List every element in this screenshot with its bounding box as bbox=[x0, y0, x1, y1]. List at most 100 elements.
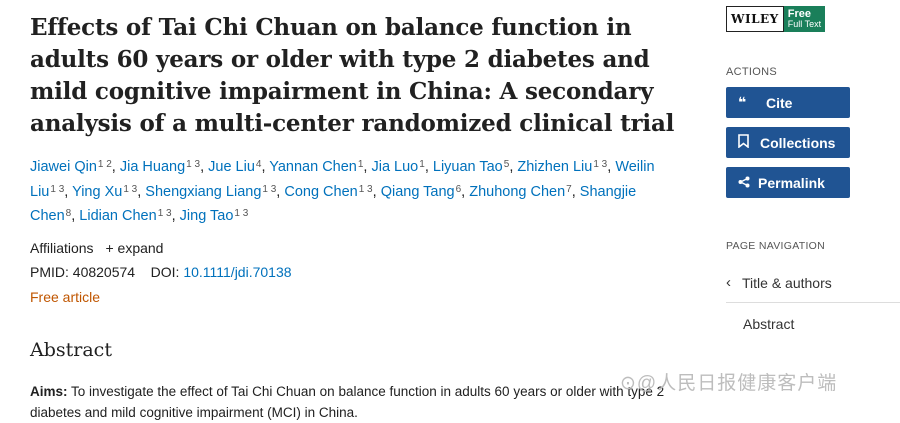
author-link[interactable]: Zhizhen Liu bbox=[517, 159, 593, 175]
author-separator: , bbox=[64, 183, 73, 200]
share-icon bbox=[738, 175, 756, 191]
affiliation-number[interactable]: 1 2 bbox=[97, 159, 112, 170]
author-item: Cong Chen1 3, bbox=[284, 184, 380, 200]
affiliation-number[interactable]: 5 bbox=[503, 159, 510, 170]
author-item: Qiang Tang6, bbox=[381, 184, 470, 200]
quote-icon: ❝ bbox=[738, 94, 747, 110]
affiliation-number[interactable]: 7 bbox=[566, 183, 572, 195]
author-item: Jue Liu4, bbox=[208, 159, 269, 175]
affiliation-number[interactable]: 1 3 bbox=[123, 183, 138, 195]
author-separator: , bbox=[424, 159, 433, 175]
nav-abstract[interactable]: Abstract bbox=[743, 316, 795, 332]
doi-link[interactable]: 10.1111/jdi.70138 bbox=[183, 263, 292, 280]
collections-label: Collections bbox=[760, 134, 836, 151]
author-separator: , bbox=[363, 159, 372, 175]
author-item: Shangjie Chen8, bbox=[30, 184, 636, 225]
article-title: Effects of Tai Chi Chuan on balance func… bbox=[30, 14, 675, 137]
author-separator: , bbox=[171, 208, 180, 224]
author-link[interactable]: Cong Chen bbox=[284, 183, 358, 200]
affiliations-row[interactable]: Affiliations + expand bbox=[30, 236, 680, 260]
author-separator: , bbox=[607, 159, 616, 175]
author-link[interactable]: Qiang Tang bbox=[380, 183, 455, 200]
author-link[interactable]: Jia Luo bbox=[371, 159, 419, 175]
watermark: ⊙@人民日报健康客户端 bbox=[620, 373, 838, 394]
bookmark-icon bbox=[738, 134, 756, 151]
affiliation-number[interactable]: 1 3 bbox=[186, 159, 201, 170]
author-link[interactable]: Zhuhong Chen bbox=[469, 183, 566, 200]
author-link[interactable]: Liyuan Tao bbox=[432, 159, 503, 175]
affiliation-number[interactable]: 8 bbox=[65, 208, 72, 219]
author-separator: , bbox=[509, 159, 518, 175]
author-separator: , bbox=[461, 183, 470, 200]
free-full-text-badge: Free Full Text bbox=[783, 6, 826, 32]
author-item: Zhizhen Liu1 3, bbox=[517, 159, 615, 175]
author-item: Zhuhong Chen7, bbox=[469, 184, 580, 200]
author-separator: , bbox=[571, 183, 580, 200]
chevron-left-icon: ‹ bbox=[726, 274, 731, 291]
doi-label: DOI: bbox=[150, 263, 180, 280]
free-article-badge: Free article bbox=[30, 288, 101, 305]
author-item: Weilin Liu1 3, bbox=[30, 159, 655, 200]
nav-title-authors-label: Title & authors bbox=[742, 274, 832, 291]
aims-text: To investigate the effect of Tai Chi Chu… bbox=[30, 383, 665, 420]
author-link[interactable]: Jue Liu bbox=[208, 159, 255, 175]
author-link[interactable]: Shangjie Chen bbox=[30, 183, 637, 225]
pmid-value: 40820574 bbox=[72, 263, 136, 280]
author-link[interactable]: Jiawei Qin bbox=[30, 159, 97, 175]
nav-title-authors[interactable]: ‹ Title & authors bbox=[726, 274, 900, 291]
author-separator: , bbox=[261, 159, 270, 175]
author-separator: , bbox=[276, 183, 285, 200]
actions-label: ACTIONS bbox=[726, 66, 777, 78]
author-link[interactable]: Jia Huang bbox=[119, 159, 186, 175]
aims-label: Aims: bbox=[30, 383, 68, 399]
author-link[interactable]: Lidian Chen bbox=[79, 208, 157, 224]
author-link[interactable]: Shengxiang Liang bbox=[145, 183, 262, 200]
full-text-label: Full Text bbox=[787, 19, 822, 29]
unlock-icon-label: Free bbox=[787, 8, 811, 20]
author-link[interactable]: Ying Xu bbox=[72, 183, 123, 200]
author-item: Jia Huang1 3, bbox=[120, 159, 208, 175]
permalink-label: Permalink bbox=[758, 174, 825, 191]
affiliation-number[interactable]: 1 3 bbox=[157, 208, 172, 219]
affiliation-number[interactable]: 4 bbox=[255, 159, 262, 170]
author-item: Lidian Chen1 3, bbox=[79, 208, 179, 224]
author-separator: , bbox=[372, 183, 381, 200]
affiliation-number[interactable]: 1 3 bbox=[262, 183, 277, 195]
wiley-free-full-text-link[interactable]: WILEY Free Full Text bbox=[726, 6, 900, 32]
collections-button[interactable]: Collections bbox=[726, 127, 850, 158]
sidebar: WILEY Free Full Text ACTIONS ❝ Cite Coll… bbox=[726, 6, 900, 332]
wiley-logo: WILEY bbox=[726, 6, 784, 32]
expand-link[interactable]: expand bbox=[117, 239, 164, 256]
affiliations-label: Affiliations bbox=[30, 239, 94, 256]
plus-icon[interactable]: + bbox=[105, 239, 114, 256]
abstract-heading: Abstract bbox=[30, 338, 112, 361]
article-meta: Affiliations + expand PMID: 40820574 DOI… bbox=[30, 236, 680, 309]
author-link[interactable]: Jing Tao bbox=[179, 208, 234, 224]
author-list: Jiawei Qin1 2, Jia Huang1 3, Jue Liu4, Y… bbox=[30, 154, 680, 228]
author-item: Ying Xu1 3, bbox=[72, 184, 145, 200]
affiliation-number[interactable]: 1 bbox=[357, 159, 364, 170]
author-link[interactable]: Yannan Chen bbox=[269, 159, 357, 175]
author-item: Jia Luo1, bbox=[371, 159, 432, 175]
author-link[interactable]: Weilin Liu bbox=[30, 159, 655, 200]
author-item: Yannan Chen1, bbox=[269, 159, 371, 175]
cite-button[interactable]: ❝ Cite bbox=[726, 87, 850, 118]
affiliation-number[interactable]: 1 3 bbox=[593, 159, 608, 170]
cite-label: Cite bbox=[766, 94, 793, 111]
page-navigation-label: PAGE NAVIGATION bbox=[726, 240, 826, 252]
author-item: Jing Tao1 3 bbox=[180, 208, 249, 224]
author-item: Jiawei Qin1 2, bbox=[30, 159, 120, 175]
affiliation-number[interactable]: 1 bbox=[419, 159, 425, 170]
author-separator: , bbox=[111, 159, 120, 175]
identifiers-row: PMID: 40820574 DOI: 10.1111/jdi.70138 bbox=[30, 260, 680, 284]
article-main: Effects of Tai Chi Chuan on balance func… bbox=[30, 0, 680, 423]
author-separator: , bbox=[137, 183, 146, 200]
affiliation-number[interactable]: 6 bbox=[455, 183, 462, 195]
affiliation-number[interactable]: 1 3 bbox=[234, 208, 249, 219]
author-separator: , bbox=[200, 159, 209, 175]
affiliation-number[interactable]: 1 3 bbox=[50, 183, 65, 195]
affiliation-number[interactable]: 1 3 bbox=[358, 183, 373, 195]
nav-divider bbox=[726, 302, 900, 303]
abstract-aims: Aims: To investigate the effect of Tai C… bbox=[30, 381, 680, 423]
permalink-button[interactable]: Permalink bbox=[726, 167, 850, 198]
